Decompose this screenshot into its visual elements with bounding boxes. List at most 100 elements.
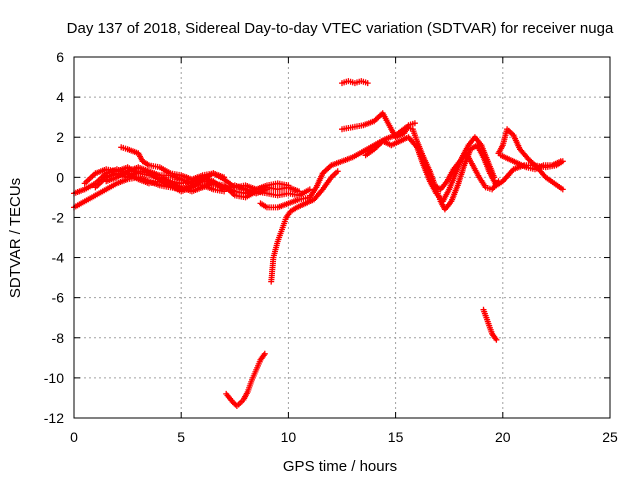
data-point [502, 180, 504, 182]
data-point [212, 182, 214, 184]
data-point [212, 188, 214, 190]
data-point [105, 168, 107, 170]
data-point [545, 176, 547, 178]
data-point [373, 148, 375, 150]
y-tick-label: -10 [44, 370, 64, 386]
data-point [116, 176, 118, 178]
data-point [116, 172, 118, 174]
data-point [493, 176, 495, 178]
x-axis-label: GPS time / hours [283, 458, 397, 475]
y-tick-label: 6 [56, 49, 64, 65]
data-point [472, 164, 474, 166]
series-arc-i [223, 350, 268, 409]
data-point [403, 132, 405, 134]
data-point [277, 182, 279, 184]
data-point [94, 182, 96, 184]
data-point [553, 182, 555, 184]
data-point [148, 170, 150, 172]
data-point [341, 82, 343, 84]
x-tick-label: 0 [70, 429, 78, 445]
data-point [487, 160, 489, 162]
series-arc-p [497, 152, 564, 173]
data-point [266, 206, 268, 208]
data-point [455, 172, 457, 174]
series-arc-m [431, 150, 502, 193]
data-point [116, 182, 118, 184]
data-point [84, 200, 86, 202]
data-point [474, 136, 476, 138]
y-tick-label: -12 [44, 410, 64, 426]
data-point [476, 144, 478, 146]
data-point [84, 188, 86, 190]
data-point [242, 399, 244, 401]
data-point [519, 148, 521, 150]
data-point [270, 281, 272, 283]
data-point [223, 190, 225, 192]
data-point [407, 124, 409, 126]
data-point [399, 140, 401, 142]
data-point [382, 112, 384, 114]
data-point [315, 186, 317, 188]
data-point [159, 178, 161, 180]
data-point [287, 184, 289, 186]
data-point [322, 188, 324, 190]
data-point [560, 160, 562, 162]
data-point [148, 164, 150, 166]
data-point [470, 148, 472, 150]
data-point [483, 309, 485, 311]
x-tick-label: 20 [495, 429, 511, 445]
data-point [180, 190, 182, 192]
data-point [298, 198, 300, 200]
data-point [390, 128, 392, 130]
data-point [137, 170, 139, 172]
series-arc-e [118, 144, 228, 183]
data-point [169, 174, 171, 176]
data-point [495, 339, 497, 341]
data-point [137, 152, 139, 154]
series-arc-o [495, 126, 566, 193]
y-tick-label: -6 [52, 290, 65, 306]
data-series [71, 78, 566, 409]
data-point [422, 164, 424, 166]
data-point [414, 122, 416, 124]
data-point [502, 144, 504, 146]
data-point [180, 182, 182, 184]
data-point [245, 196, 247, 198]
data-point [367, 82, 369, 84]
data-point [416, 146, 418, 148]
data-point [148, 182, 150, 184]
data-point [105, 176, 107, 178]
y-axis-label: SDTVAR / TECUs [7, 178, 24, 298]
data-point [234, 184, 236, 186]
data-point [277, 188, 279, 190]
y-tick-label: 4 [56, 89, 64, 105]
data-point [360, 80, 362, 82]
data-point [272, 257, 274, 259]
data-point [459, 160, 461, 162]
data-point [525, 166, 527, 168]
plot-frame [73, 56, 611, 419]
data-point [180, 174, 182, 176]
data-point [487, 321, 489, 323]
data-point [127, 176, 129, 178]
data-point [435, 192, 437, 194]
series-arc-k [339, 110, 418, 141]
data-point [105, 172, 107, 174]
x-tick-label: 15 [388, 429, 404, 445]
data-point [94, 186, 96, 188]
data-point [234, 190, 236, 192]
data-point [354, 82, 356, 84]
data-point [247, 391, 249, 393]
data-point [429, 180, 431, 182]
data-point [287, 192, 289, 194]
data-point [362, 150, 364, 152]
data-point [485, 186, 487, 188]
data-point [467, 144, 469, 146]
data-point [266, 188, 268, 190]
data-point [223, 184, 225, 186]
data-point [513, 134, 515, 136]
data-point [444, 208, 446, 210]
grid [74, 57, 610, 418]
data-point [448, 188, 450, 190]
